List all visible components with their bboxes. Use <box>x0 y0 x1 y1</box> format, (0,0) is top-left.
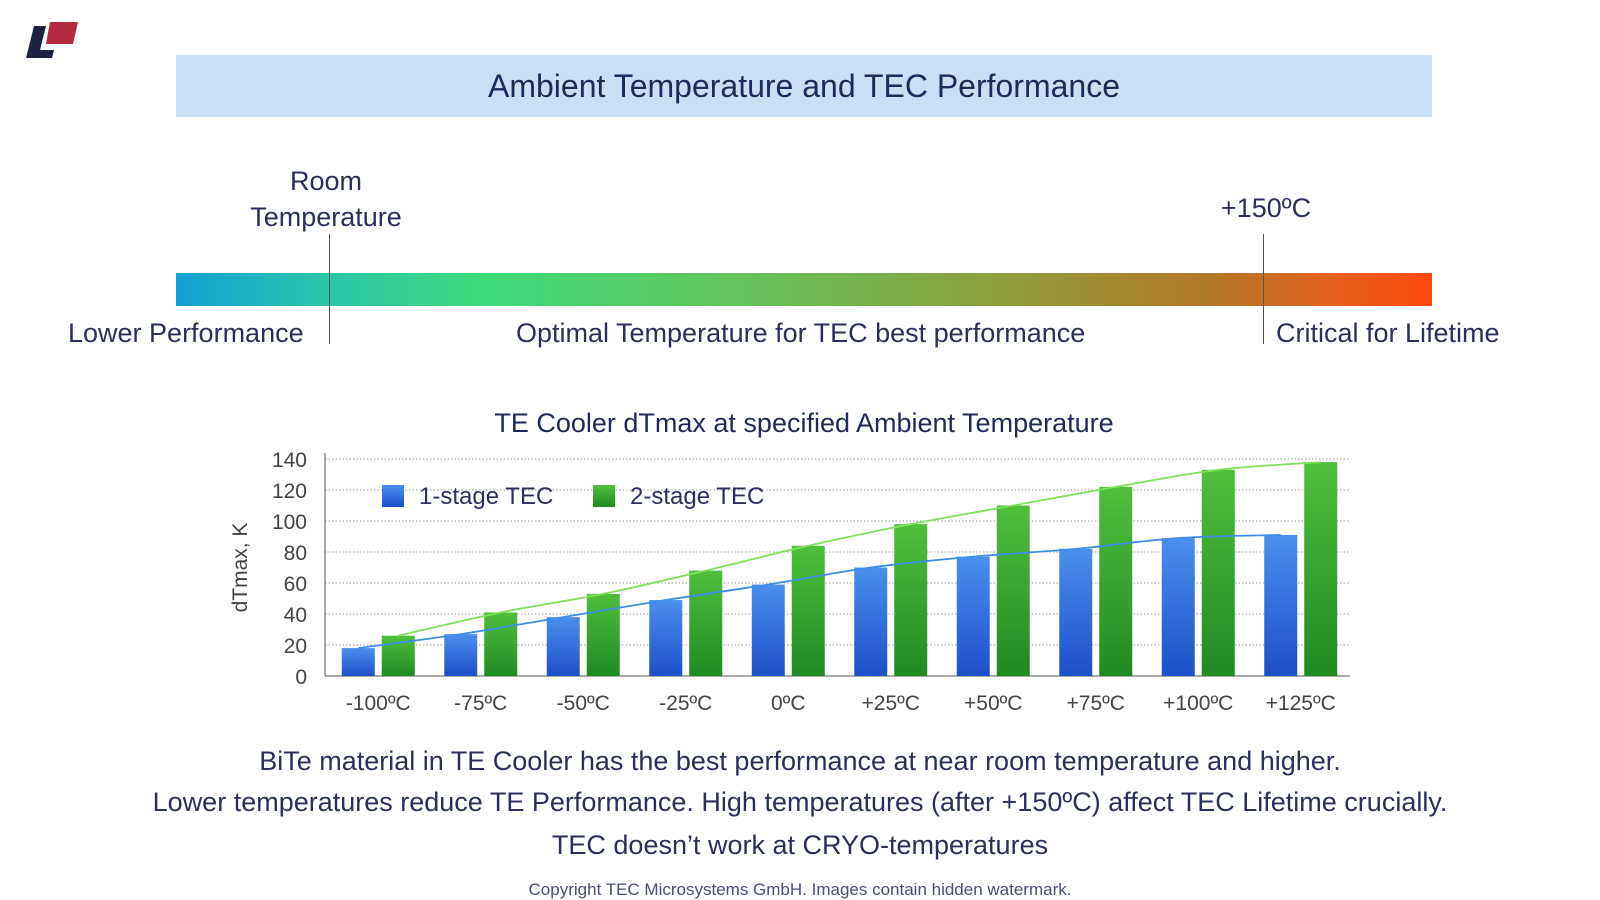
bar-one-stage <box>546 617 580 676</box>
y-tick-label: 60 <box>284 573 307 596</box>
company-logo <box>26 22 78 58</box>
bar-one-stage <box>444 634 478 676</box>
zone-lower-performance: Lower Performance <box>68 318 304 348</box>
caption-line-3: TEC doesn’t work at CRYO-temperatures <box>551 830 1049 860</box>
critical-temperature-label: +150ºC <box>1220 193 1312 223</box>
caption-line-1: BiTe material in TE Cooler has the best … <box>259 746 1341 776</box>
bar-two-stage <box>586 593 620 676</box>
bar-one-stage <box>1264 534 1298 676</box>
room-temperature-marker <box>329 234 330 344</box>
bar-one-stage <box>1161 538 1195 676</box>
y-tick-label: 120 <box>272 480 307 503</box>
bar-one-stage <box>854 567 888 676</box>
critical-temperature-marker <box>1263 234 1264 344</box>
x-tick-label: 0ºC <box>771 692 806 715</box>
bar-one-stage <box>1059 548 1093 676</box>
trend-line-one-stage <box>358 534 1281 649</box>
bar-one-stage <box>956 556 990 676</box>
y-tick-label: 20 <box>284 635 307 658</box>
caption-line-2: Lower temperatures reduce TE Performance… <box>152 787 1448 817</box>
temperature-gradient-bar <box>176 273 1432 306</box>
y-tick-label: 100 <box>272 511 307 534</box>
x-tick-label: +125ºC <box>1266 692 1336 715</box>
y-axis-label: dTmax, K <box>229 523 252 613</box>
bar-one-stage <box>751 584 785 676</box>
x-tick-label: -100ºC <box>346 692 411 715</box>
y-tick-label: 40 <box>284 604 307 627</box>
chart-title: TE Cooler dTmax at specified Ambient Tem… <box>494 408 1114 438</box>
bar-two-stage <box>1099 486 1133 676</box>
bar-one-stage <box>341 648 375 676</box>
page-title: Ambient Temperature and TEC Performance <box>176 55 1432 117</box>
x-tick-label: +25ºC <box>862 692 920 715</box>
x-tick-label: +75ºC <box>1067 692 1125 715</box>
y-tick-label: 80 <box>284 542 307 565</box>
zone-optimal-temperature: Optimal Temperature for TEC best perform… <box>516 318 1086 348</box>
y-tick-label: 140 <box>272 449 307 472</box>
legend-label-two-stage: 2-stage TEC <box>630 483 764 510</box>
x-tick-label: -50ºC <box>557 692 610 715</box>
bar-two-stage <box>996 505 1030 676</box>
bar-two-stage <box>689 570 723 676</box>
x-tick-label: -25ºC <box>659 692 712 715</box>
y-tick-label: 0 <box>295 666 307 689</box>
zone-critical-lifetime: Critical for Lifetime <box>1276 318 1500 348</box>
bar-two-stage <box>1304 462 1338 676</box>
bar-one-stage <box>649 600 683 676</box>
trend-line-two-stage <box>398 461 1321 637</box>
room-temperature-label: Room Temperature <box>250 166 402 232</box>
x-tick-label: +50ºC <box>964 692 1022 715</box>
bar-two-stage <box>1201 469 1235 676</box>
x-tick-label: -75ºC <box>454 692 507 715</box>
x-tick-label: +100ºC <box>1163 692 1233 715</box>
bar-two-stage <box>894 524 928 676</box>
copyright-notice: Copyright TEC Microsystems GmbH. Images … <box>528 880 1072 899</box>
legend-swatch-two-stage <box>593 485 615 507</box>
bar-two-stage <box>484 612 518 676</box>
legend-label-one-stage: 1-stage TEC <box>419 483 553 510</box>
bar-two-stage <box>791 545 825 676</box>
legend-swatch-one-stage <box>382 485 404 507</box>
